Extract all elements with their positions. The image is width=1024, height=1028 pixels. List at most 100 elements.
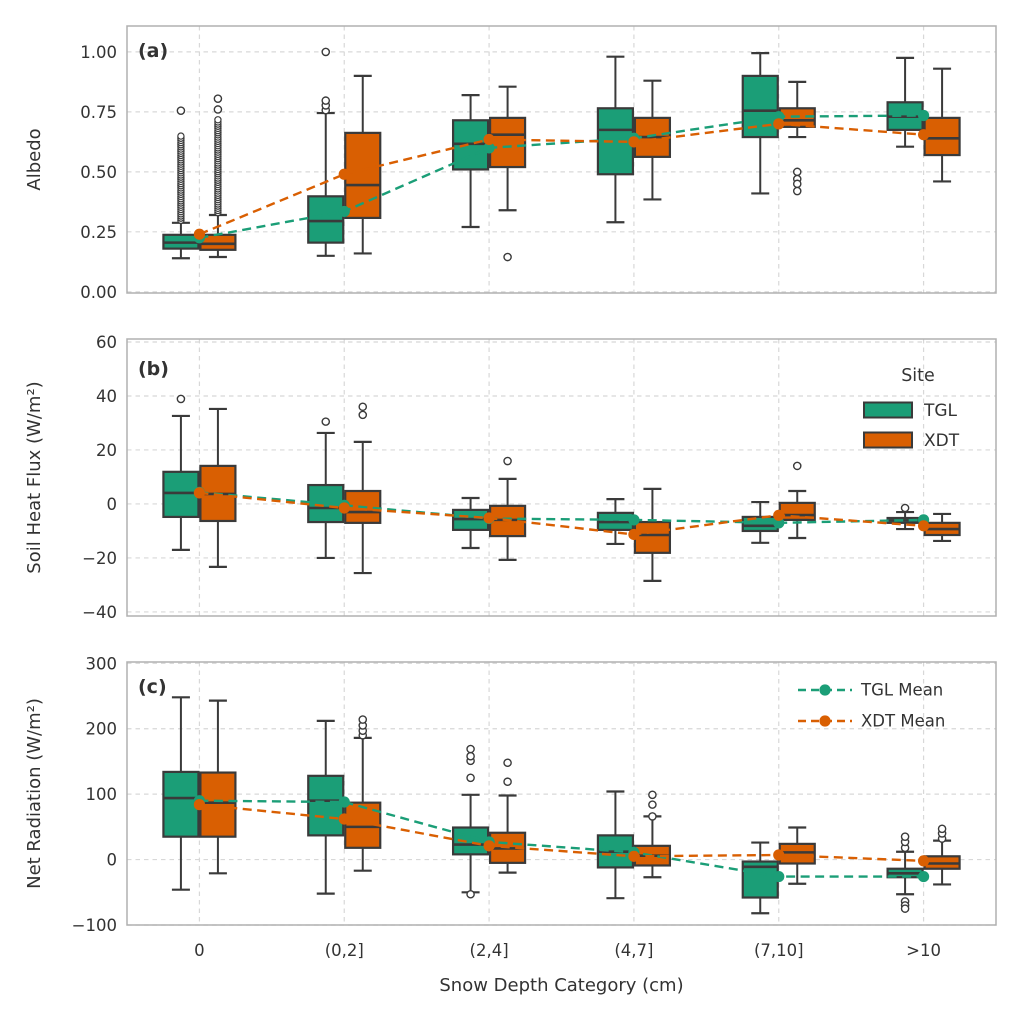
outlier-marker — [321, 47, 331, 57]
outlier-marker — [792, 167, 802, 177]
legend-item-xdt-mean: XDT Mean — [861, 712, 945, 731]
panel-c: −100 0 100 200 300 Net Radiation (W/m²) (c) — [24, 654, 997, 935]
b-tgl-box-0 — [162, 394, 200, 551]
a-xdt-box-5 — [923, 67, 961, 183]
x-tick-label: (0,2] — [325, 941, 364, 960]
box — [162, 770, 200, 838]
series-tgl-a — [162, 47, 924, 260]
outlier-marker — [466, 889, 475, 899]
x-axis: 0 (0,2] (2,4] (4,7] (7,10] >10 Snow Depth Cate… — [194, 941, 941, 996]
mean-marker — [483, 840, 495, 852]
panel-a: 0.00 0.25 0.50 0.75 1.00 Albedo (a) — [24, 25, 997, 302]
box — [344, 131, 382, 220]
b-tgl-box-5 — [886, 503, 924, 531]
y-tick-label: 20 — [96, 441, 117, 460]
mean-marker — [917, 870, 930, 883]
y-tick-label: −20 — [82, 549, 117, 568]
panel-frame — [126, 25, 997, 294]
b-tgl-box-4 — [741, 500, 779, 544]
mean-marker — [628, 850, 640, 862]
outlier-marker — [358, 715, 368, 724]
a-tgl-box-0 — [162, 106, 200, 260]
mean-marker — [917, 855, 930, 867]
mean-marker — [773, 849, 785, 861]
outlier-marker — [177, 132, 185, 140]
c-tgl-box-2 — [451, 744, 490, 899]
box — [923, 116, 961, 157]
a-xdt-box-1 — [344, 74, 382, 255]
outlier-marker — [176, 106, 186, 115]
mean-marker — [193, 799, 206, 811]
y-tick-label: 200 — [86, 720, 118, 739]
mean-polyline — [199, 491, 924, 525]
series-tgl-c — [162, 696, 924, 915]
b-xdt-box-5 — [923, 512, 961, 543]
x-tick-label: (2,4] — [470, 941, 509, 960]
legend-item-xdt: XDT — [924, 431, 960, 451]
x-tick-label: (4,7] — [614, 941, 653, 960]
c-tgl-box-1 — [307, 719, 345, 895]
outlier-marker — [358, 402, 368, 412]
legend-mean-marker — [819, 715, 831, 727]
c-xdt-box-4 — [778, 826, 816, 885]
a-tgl-box-2 — [451, 93, 490, 229]
b-tgl-box-1 — [307, 417, 345, 560]
box — [162, 470, 200, 519]
y-tick-label: 60 — [96, 333, 117, 352]
outlier-marker — [900, 832, 910, 841]
mean-marker — [628, 528, 640, 541]
c-xdt-box-2 — [488, 758, 527, 874]
outlier-marker — [358, 410, 368, 420]
b-tgl-box-2 — [451, 496, 490, 550]
outlier-marker — [466, 773, 475, 783]
mean-marker — [773, 509, 785, 521]
outlier-marker — [176, 394, 186, 404]
legend-item-tgl-mean: TGL Mean — [860, 681, 943, 700]
y-axis-label-c: Net Radiation (W/m²) — [24, 698, 45, 889]
mean-polyline — [199, 799, 924, 878]
mean-line-tgl-a — [193, 109, 930, 244]
mean-marker — [338, 813, 350, 825]
outlier-marker — [213, 94, 223, 103]
panel-frame — [126, 338, 997, 617]
mean-polyline — [199, 491, 924, 536]
outlier-marker — [792, 179, 802, 189]
c-tgl-box-0 — [162, 696, 200, 891]
c-xdt-box-5 — [923, 824, 961, 886]
panel-c-label: (c) — [138, 676, 167, 698]
legend-swatch-tgl — [863, 401, 913, 419]
c-tgl-box-3 — [596, 790, 635, 900]
a-tgl-box-3 — [596, 55, 635, 224]
mean-marker — [338, 168, 350, 180]
mean-marker — [193, 487, 206, 499]
outlier-marker — [503, 758, 512, 768]
mean-marker — [628, 514, 640, 526]
mean-line-xdt-b — [193, 487, 930, 541]
mean-marker — [917, 129, 930, 141]
outlier-marker — [792, 186, 802, 196]
mean-line-xdt-c — [193, 799, 930, 867]
box — [307, 195, 345, 244]
y-tick-label: 0.50 — [80, 163, 117, 182]
c-tgl-box-5 — [886, 832, 924, 913]
mean-line-tgl-b — [193, 486, 930, 529]
b-xdt-box-1 — [344, 402, 382, 575]
b-xdt-box-3 — [633, 487, 672, 583]
y-tick-label: 0 — [107, 495, 118, 514]
outlier-marker — [937, 824, 947, 834]
y-tick-label: 0.00 — [80, 283, 117, 302]
y-tick-label: 0.75 — [80, 103, 117, 122]
mean-polyline — [198, 122, 924, 236]
mean-marker — [338, 205, 350, 218]
box — [778, 842, 816, 865]
panel-frame — [126, 661, 997, 926]
mean-marker — [338, 796, 350, 808]
outlier-marker — [466, 744, 475, 754]
b-xdt-box-4 — [778, 461, 816, 540]
mean-marker — [193, 228, 206, 240]
outlier-marker — [503, 252, 512, 262]
c-xdt-box-3 — [633, 790, 672, 879]
mean-line-tgl-c — [193, 795, 930, 883]
legend-mean: TGL Mean XDT Mean — [798, 681, 945, 731]
